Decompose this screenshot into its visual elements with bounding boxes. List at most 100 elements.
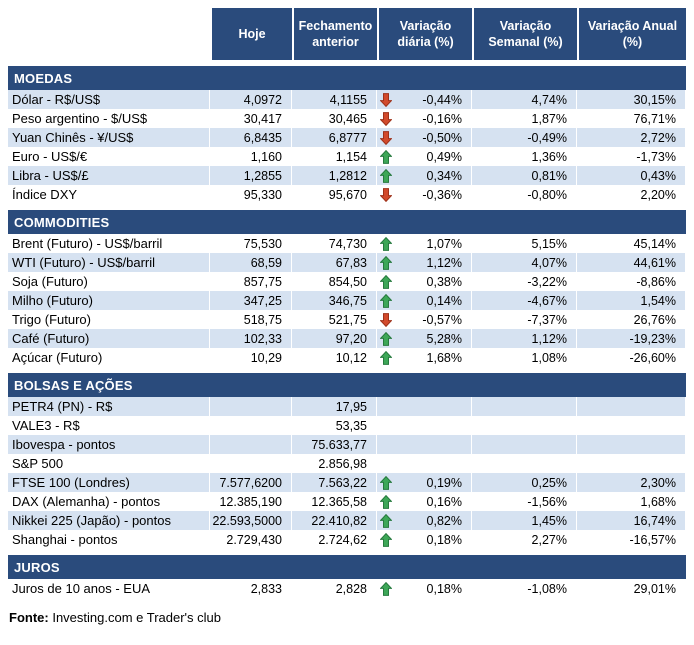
variacao-diaria-value-text: -0,44%: [422, 92, 462, 107]
fechamento-anterior-value: 30,465: [292, 109, 377, 128]
hoje-value-text: 6,8435: [243, 130, 282, 145]
up-arrow-icon: [380, 149, 392, 164]
hoje-value: 10,29: [210, 348, 292, 367]
variacao-diaria-value: -0,36%: [377, 185, 472, 204]
fechamento-anterior-value-text: 53,35: [335, 418, 367, 433]
variacao-semanal-value-text: 2,27%: [531, 532, 567, 547]
hoje-value-text: 30,417: [243, 111, 282, 126]
variacao-diaria-value-text: -0,50%: [422, 130, 462, 145]
variacao-semanal-value-text: 4,74%: [531, 92, 567, 107]
variacao-semanal-value-text: 1,08%: [531, 350, 567, 365]
table-body: MOEDAS Dólar - R$/US$ 4,0972 4,1155 -0,44% 4,…: [8, 66, 686, 598]
section-header-text: COMMODITIES: [14, 214, 110, 230]
variacao-diaria-value: 0,16%: [377, 492, 472, 511]
fechamento-anterior-value: 521,75: [292, 310, 377, 329]
row-label-text: DAX (Alemanha) - pontos: [12, 494, 161, 509]
fechamento-anterior-value: 4,1155: [292, 90, 377, 109]
variacao-anual-value: 29,01%: [577, 579, 686, 598]
variacao-semanal-value: 1,08%: [472, 348, 577, 367]
table-header: Hoje Fechamento anterior Variação diária…: [8, 8, 686, 60]
down-arrow-icon: [380, 111, 392, 126]
row-label-text: PETR4 (PN) - R$: [12, 399, 113, 414]
fechamento-anterior-value: 7.563,22: [292, 473, 377, 492]
variacao-anual-value: 16,74%: [577, 511, 686, 530]
variacao-diaria-value: 1,68%: [377, 348, 472, 367]
up-arrow-icon: [380, 494, 392, 509]
hoje-value: 30,417: [210, 109, 292, 128]
hoje-value: 518,75: [210, 310, 292, 329]
hoje-value: [210, 454, 292, 473]
table-row: Peso argentino - $/US$ 30,417 30,465 -0,16%…: [8, 109, 686, 128]
variacao-diaria-value-text: -0,57%: [422, 312, 462, 327]
down-arrow-icon: [380, 312, 392, 327]
variacao-anual-value-text: 1,68%: [640, 494, 676, 509]
variacao-anual-value-text: 2,30%: [640, 475, 676, 490]
row-label-text: Libra - US$/£: [12, 168, 89, 183]
fechamento-anterior-value: 10,12: [292, 348, 377, 367]
variacao-semanal-value: [472, 397, 577, 416]
fechamento-anterior-value: 1,154: [292, 147, 377, 166]
header-spacer: [8, 8, 210, 60]
table-row: VALE3 - R$ 53,35: [8, 416, 686, 435]
section-header: BOLSAS E AÇÕES: [8, 373, 686, 397]
fechamento-anterior-value-text: 12.365,58: [311, 494, 367, 509]
variacao-semanal-value-text: 1,36%: [531, 149, 567, 164]
row-label: WTI (Futuro) - US$/barril: [8, 253, 210, 272]
fechamento-anterior-value-text: 4,1155: [329, 92, 367, 107]
column-header-fechamento: Fechamento anterior: [292, 8, 377, 60]
variacao-diaria-value-text: -0,16%: [422, 111, 462, 126]
variacao-semanal-value: 1,12%: [472, 329, 577, 348]
source-text: Investing.com e Trader's club: [48, 610, 222, 625]
up-arrow-icon: [380, 350, 392, 365]
variacao-diaria-value-text: 1,07%: [426, 236, 462, 251]
variacao-anual-value: 30,15%: [577, 90, 686, 109]
variacao-semanal-value-text: -0,49%: [527, 130, 567, 145]
hoje-value: 4,0972: [210, 90, 292, 109]
variacao-anual-value-text: 76,71%: [633, 111, 676, 126]
variacao-diaria-value: [377, 416, 472, 435]
fechamento-anterior-value-text: 67,83: [335, 255, 367, 270]
variacao-anual-value: -26,60%: [577, 348, 686, 367]
row-label-text: Ibovespa - pontos: [12, 437, 116, 452]
fechamento-anterior-value-text: 1,2812: [328, 168, 367, 183]
variacao-semanal-value-text: -4,67%: [527, 293, 567, 308]
row-label-text: Café (Futuro): [12, 331, 90, 346]
hoje-value-text: 518,75: [243, 312, 282, 327]
hoje-value: 22.593,5000: [210, 511, 292, 530]
source-label: Fonte:: [9, 610, 49, 625]
row-label: FTSE 100 (Londres): [8, 473, 210, 492]
variacao-anual-value-text: 0,43%: [640, 168, 676, 183]
fechamento-anterior-value-text: 22.410,82: [311, 513, 367, 528]
variacao-anual-value-text: 29,01%: [633, 581, 676, 596]
variacao-anual-value-text: -26,60%: [629, 350, 676, 365]
hoje-value: 95,330: [210, 185, 292, 204]
table-row: S&P 500 2.856,98: [8, 454, 686, 473]
variacao-semanal-value: -0,49%: [472, 128, 577, 147]
variacao-semanal-value-text: 0,25%: [531, 475, 567, 490]
variacao-anual-value: 1,68%: [577, 492, 686, 511]
variacao-diaria-value: [377, 454, 472, 473]
fechamento-anterior-value-text: 2.724,62: [318, 532, 367, 547]
fechamento-anterior-value-text: 521,75: [328, 312, 367, 327]
variacao-diaria-value: 0,34%: [377, 166, 472, 185]
hoje-value: 1,2855: [210, 166, 292, 185]
hoje-value: 75,530: [210, 234, 292, 253]
table-row: Libra - US$/£ 1,2855 1,2812 0,34% 0,81% 0,43%: [8, 166, 686, 185]
up-arrow-icon: [380, 331, 392, 346]
fechamento-anterior-value: 2.856,98: [292, 454, 377, 473]
row-label-text: Soja (Futuro): [12, 274, 88, 289]
variacao-diaria-value-text: 1,68%: [426, 350, 462, 365]
row-label-text: Shanghai - pontos: [12, 532, 118, 547]
variacao-diaria-value: 0,18%: [377, 530, 472, 549]
variacao-anual-value-text: 1,54%: [640, 293, 676, 308]
variacao-diaria-value-text: 0,38%: [426, 274, 462, 289]
table-row: WTI (Futuro) - US$/barril 68,59 67,83 1,12%…: [8, 253, 686, 272]
down-arrow-icon: [380, 130, 392, 145]
row-label: DAX (Alemanha) - pontos: [8, 492, 210, 511]
fechamento-anterior-value: 12.365,58: [292, 492, 377, 511]
up-arrow-icon: [380, 168, 392, 183]
row-label: Yuan Chinês - ¥/US$: [8, 128, 210, 147]
variacao-diaria-value: -0,44%: [377, 90, 472, 109]
row-label-text: Yuan Chinês - ¥/US$: [12, 130, 134, 145]
row-label: Libra - US$/£: [8, 166, 210, 185]
